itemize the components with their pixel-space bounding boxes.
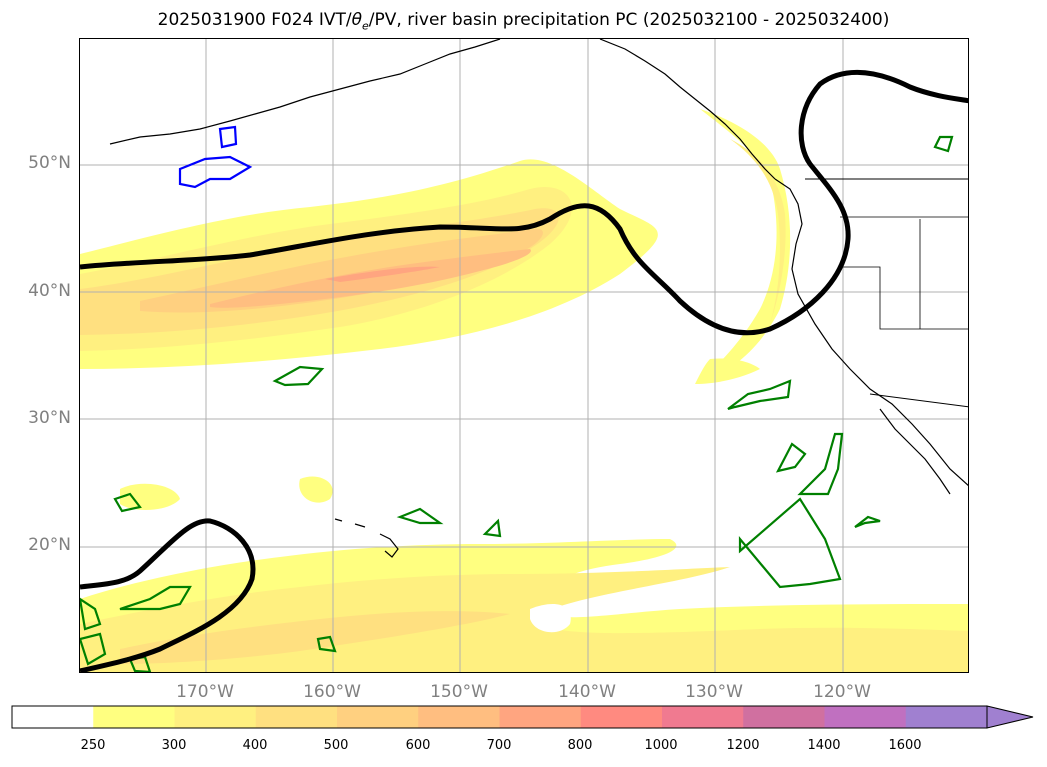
colorbar-segment xyxy=(93,706,175,728)
coastlines xyxy=(109,39,968,558)
cb-tick-1000: 1000 xyxy=(644,738,678,753)
colorbar-segment xyxy=(418,706,500,728)
pv-pos-13 xyxy=(933,135,954,153)
cb-tick-400: 400 xyxy=(242,738,268,753)
pv-pos-1 xyxy=(272,365,325,387)
theta-contours xyxy=(80,69,968,672)
border-states xyxy=(840,216,968,330)
pv-pos-11 xyxy=(482,518,502,538)
colorbar-segment xyxy=(743,706,825,728)
lon-label-120: 120°W xyxy=(813,682,871,702)
pv-pos-2 xyxy=(738,497,842,589)
lon-label-150: 150°W xyxy=(430,682,488,702)
title-prefix: 2025031900 F024 IVT/ xyxy=(157,10,352,30)
lat-label-40: 40°N xyxy=(28,281,71,301)
pv-neg-2 xyxy=(218,125,238,149)
ivt-coastal-300 xyxy=(730,139,786,324)
lon-label-170: 170°W xyxy=(176,682,234,702)
pv-pos-10 xyxy=(396,507,444,525)
ivt-band-600 xyxy=(210,249,531,308)
coast-hawaii xyxy=(334,518,399,558)
lon-label-140: 140°W xyxy=(558,682,616,702)
pv-pos-9 xyxy=(80,632,107,666)
ivt-band-700 xyxy=(325,266,440,282)
pv-pos-4 xyxy=(775,442,807,473)
colorbar xyxy=(11,705,1034,729)
cb-tick-1600: 1600 xyxy=(888,738,922,753)
pv-contours xyxy=(80,125,954,672)
coast-gulf-alaska xyxy=(599,39,776,180)
ivt-south-400 xyxy=(120,611,510,664)
colorbar-segment xyxy=(662,706,744,728)
cb-tick-600: 600 xyxy=(405,738,431,753)
border-us-mexico xyxy=(869,393,968,408)
colorbar-segment xyxy=(255,706,338,728)
ivt-patch-1 xyxy=(299,476,333,503)
coast-alaska-pen xyxy=(109,39,501,145)
cb-tick-250: 250 xyxy=(80,738,106,753)
ivt-coastal-250 xyxy=(695,109,791,384)
map-panel xyxy=(79,38,969,673)
cb-tick-1200: 1200 xyxy=(726,738,760,753)
coast-baja xyxy=(879,408,951,495)
figure-title: 2025031900 F024 IVT/θe/PV, river basin p… xyxy=(0,10,1047,32)
title-theta: θ xyxy=(351,10,362,30)
colorbar-segment xyxy=(905,706,988,728)
colorbar-segment xyxy=(499,706,582,728)
pv-neg-1 xyxy=(178,155,253,189)
lat-label-50: 50°N xyxy=(28,153,71,173)
lon-label-130: 130°W xyxy=(685,682,743,702)
coast-na-west xyxy=(774,178,968,487)
pv-pos-8 xyxy=(80,597,102,631)
pv-pos-3 xyxy=(727,379,792,411)
pv-pos-12 xyxy=(854,515,881,529)
colorbar-outline xyxy=(11,705,988,729)
ivt-gap xyxy=(530,604,571,633)
ivt-patch-2 xyxy=(120,483,180,511)
cb-tick-700: 700 xyxy=(486,738,512,753)
pv-pos-7 xyxy=(119,585,192,611)
pv-pos-6 xyxy=(113,492,142,513)
lat-label-30: 30°N xyxy=(28,408,71,428)
cb-tick-300: 300 xyxy=(161,738,187,753)
title-theta-sub: e xyxy=(362,19,369,33)
colorbar-segment xyxy=(824,706,907,728)
title-suffix: /PV, river basin precipitation PC (20250… xyxy=(368,10,890,30)
colorbar-segment xyxy=(174,706,257,728)
pv-pos-5 xyxy=(797,432,844,496)
cb-tick-800: 800 xyxy=(567,738,593,753)
colorbar-segment xyxy=(580,706,663,728)
map-svg xyxy=(80,39,968,672)
cb-tick-1400: 1400 xyxy=(807,738,841,753)
pv-pos-14 xyxy=(316,635,337,653)
colorbar-segment xyxy=(12,706,94,728)
theta-contour-south xyxy=(80,518,256,672)
lon-label-160: 160°W xyxy=(303,682,361,702)
colorbar-extend-arrow xyxy=(986,705,1034,729)
gridlines xyxy=(80,39,968,672)
lat-label-20: 20°N xyxy=(28,535,71,555)
theta-contour-north xyxy=(80,69,968,336)
ivt-shading xyxy=(80,109,968,672)
colorbar-segment xyxy=(337,706,419,728)
ivt-patch-3 xyxy=(695,358,760,384)
cb-tick-500: 500 xyxy=(323,738,349,753)
